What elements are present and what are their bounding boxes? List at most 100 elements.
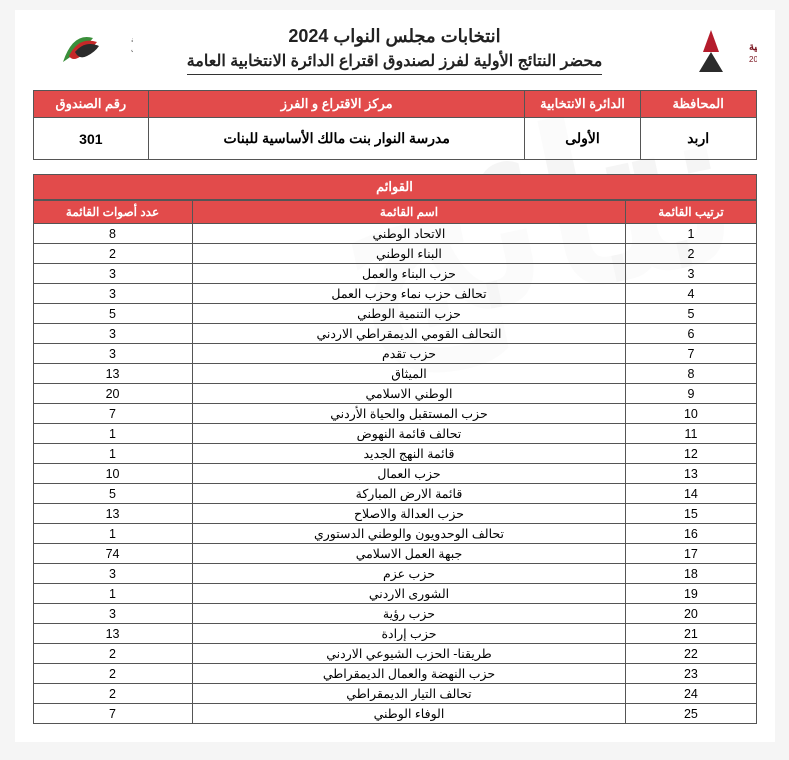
- svg-text:2024: 2024: [749, 55, 757, 64]
- cell-votes: 2: [33, 664, 192, 684]
- cell-rank: 19: [626, 584, 756, 604]
- list-th-rank: ترتيب القائمة: [626, 201, 756, 224]
- cell-votes: 1: [33, 524, 192, 544]
- cell-votes: 13: [33, 504, 192, 524]
- cell-votes: 1: [33, 584, 192, 604]
- cell-rank: 15: [626, 504, 756, 524]
- cell-votes: 1: [33, 444, 192, 464]
- logo-right: نيابية 2024: [657, 22, 757, 78]
- cell-votes: 2: [33, 644, 192, 664]
- info-td-box: 301: [33, 118, 149, 160]
- cell-rank: 21: [626, 624, 756, 644]
- cell-name: حزب التنمية الوطني: [192, 304, 626, 324]
- cell-rank: 8: [626, 364, 756, 384]
- table-row: 24تحالف التيار الديمقراطي2: [33, 684, 756, 704]
- cell-name: الميثاق: [192, 364, 626, 384]
- table-row: 17جبهة العمل الاسلامي74: [33, 544, 756, 564]
- info-td-center: مدرسة النوار بنت مالك الأساسية للبنات: [149, 118, 525, 160]
- header-row: نيابية 2024 انتخابات مجلس النواب 2024 مح…: [33, 22, 757, 78]
- cell-name: حزب العدالة والاصلاح: [192, 504, 626, 524]
- info-td-governorate: اربد: [640, 118, 756, 160]
- cell-rank: 5: [626, 304, 756, 324]
- table-row: 15حزب العدالة والاصلاح13: [33, 504, 756, 524]
- cell-rank: 13: [626, 464, 756, 484]
- cell-votes: 20: [33, 384, 192, 404]
- title-block: انتخابات مجلس النواب 2024 محضر النتائج ا…: [133, 22, 657, 75]
- cell-name: حزب تقدم: [192, 344, 626, 364]
- cell-rank: 11: [626, 424, 756, 444]
- cell-name: التحالف القومي الديمقراطي الاردني: [192, 324, 626, 344]
- table-row: 9الوطني الاسلامي20: [33, 384, 756, 404]
- info-table: المحافظة الدائرة الانتخابية مركز الاقترا…: [33, 90, 757, 160]
- section-title: القوائم: [33, 174, 757, 200]
- cell-votes: 5: [33, 304, 192, 324]
- cell-votes: 3: [33, 604, 192, 624]
- table-row: 20حزب رؤية3: [33, 604, 756, 624]
- table-row: 13حزب العمال10: [33, 464, 756, 484]
- cell-votes: 3: [33, 324, 192, 344]
- table-row: 21حزب إرادة13: [33, 624, 756, 644]
- table-row: 16تحالف الوحدويون والوطني الدستوري1: [33, 524, 756, 544]
- table-row: 10حزب المستقبل والحياة الأردني7: [33, 404, 756, 424]
- cell-name: حزب إرادة: [192, 624, 626, 644]
- cell-votes: 5: [33, 484, 192, 504]
- info-header-row: المحافظة الدائرة الانتخابية مركز الاقترا…: [33, 91, 756, 118]
- list-th-name: اسم القائمة: [192, 201, 626, 224]
- cell-votes: 3: [33, 564, 192, 584]
- cell-votes: 7: [33, 404, 192, 424]
- table-row: 7حزب تقدم3: [33, 344, 756, 364]
- cell-name: حزب رؤية: [192, 604, 626, 624]
- cell-name: تحالف الوحدويون والوطني الدستوري: [192, 524, 626, 544]
- cell-rank: 7: [626, 344, 756, 364]
- cell-votes: 7: [33, 704, 192, 724]
- table-row: 19الشورى الاردني1: [33, 584, 756, 604]
- cell-name: حزب عزم: [192, 564, 626, 584]
- table-row: 2البناء الوطني2: [33, 244, 756, 264]
- title-line-1: انتخابات مجلس النواب 2024: [133, 26, 657, 47]
- table-row: 22طريقنا- الحزب الشيوعي الاردني2: [33, 644, 756, 664]
- list-header-row: ترتيب القائمة اسم القائمة عدد أصوات القا…: [33, 201, 756, 224]
- list-table: ترتيب القائمة اسم القائمة عدد أصوات القا…: [33, 200, 757, 724]
- cell-votes: 10: [33, 464, 192, 484]
- cell-rank: 22: [626, 644, 756, 664]
- cell-rank: 16: [626, 524, 756, 544]
- cell-rank: 17: [626, 544, 756, 564]
- cell-rank: 12: [626, 444, 756, 464]
- cell-name: حزب البناء والعمل: [192, 264, 626, 284]
- table-row: 5حزب التنمية الوطني5: [33, 304, 756, 324]
- table-row: 3حزب البناء والعمل3: [33, 264, 756, 284]
- list-th-votes: عدد أصوات القائمة: [33, 201, 192, 224]
- cell-name: تحالف حزب نماء وحزب العمل: [192, 284, 626, 304]
- table-row: 12قائمة النهج الجديد1: [33, 444, 756, 464]
- cell-votes: 3: [33, 284, 192, 304]
- table-row: 25الوفاء الوطني7: [33, 704, 756, 724]
- cell-rank: 1: [626, 224, 756, 244]
- table-row: 11تحالف قائمة النهوض1: [33, 424, 756, 444]
- cell-name: الوفاء الوطني: [192, 704, 626, 724]
- cell-rank: 3: [626, 264, 756, 284]
- svg-text:للانتخاب: للانتخاب: [131, 46, 133, 54]
- info-th-center: مركز الاقتراع و الفرز: [149, 91, 525, 118]
- cell-name: حزب العمال: [192, 464, 626, 484]
- cell-rank: 2: [626, 244, 756, 264]
- cell-name: قائمة النهج الجديد: [192, 444, 626, 464]
- cell-votes: 3: [33, 344, 192, 364]
- cell-name: تحالف التيار الديمقراطي: [192, 684, 626, 704]
- cell-rank: 23: [626, 664, 756, 684]
- cell-name: طريقنا- الحزب الشيوعي الاردني: [192, 644, 626, 664]
- cell-rank: 14: [626, 484, 756, 504]
- cell-rank: 18: [626, 564, 756, 584]
- cell-name: الاتحاد الوطني: [192, 224, 626, 244]
- cell-votes: 13: [33, 364, 192, 384]
- info-th-governorate: المحافظة: [640, 91, 756, 118]
- table-row: 8الميثاق13: [33, 364, 756, 384]
- table-row: 6التحالف القومي الديمقراطي الاردني3: [33, 324, 756, 344]
- info-td-district: الأولى: [525, 118, 641, 160]
- cell-rank: 20: [626, 604, 756, 624]
- table-row: 4تحالف حزب نماء وحزب العمل3: [33, 284, 756, 304]
- cell-name: قائمة الارض المباركة: [192, 484, 626, 504]
- cell-name: حزب المستقبل والحياة الأردني: [192, 404, 626, 424]
- cell-rank: 24: [626, 684, 756, 704]
- table-row: 1الاتحاد الوطني8: [33, 224, 756, 244]
- cell-rank: 9: [626, 384, 756, 404]
